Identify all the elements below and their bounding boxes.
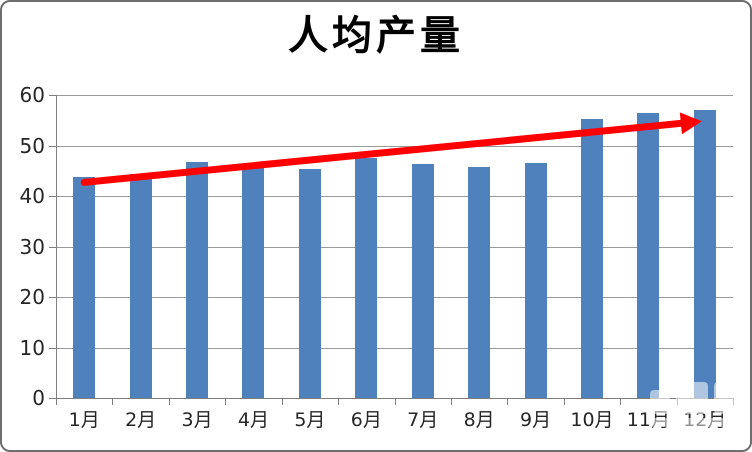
x-axis-tick (450, 398, 452, 405)
x-axis-label: 2月 (125, 409, 157, 431)
bar-6月 (355, 157, 378, 398)
gridline (56, 347, 733, 349)
y-axis-tick (49, 347, 56, 349)
y-axis-tick (49, 297, 56, 298)
y-axis-tick (49, 95, 56, 96)
x-axis-tick (394, 398, 396, 405)
x-axis-label: 4月 (237, 409, 269, 431)
x-axis-tick (507, 398, 509, 405)
bar-8月 (468, 167, 491, 398)
bar-12月 (693, 110, 716, 398)
x-axis-label: 6月 (350, 409, 382, 431)
x-axis-tick (168, 398, 170, 405)
bar-2月 (129, 174, 152, 398)
x-axis-tick (563, 398, 565, 405)
gridline (56, 95, 733, 96)
chart-title: 人均产量 (288, 13, 464, 59)
y-axis-tick (49, 145, 56, 147)
y-axis-tick (49, 246, 56, 248)
x-axis-tick (338, 398, 340, 405)
bar-9月 (524, 162, 547, 398)
x-axis-tick (112, 398, 114, 405)
y-axis-label: 30 (19, 234, 45, 259)
y-axis-label: 50 (19, 133, 45, 158)
x-axis-line (56, 398, 733, 399)
gridline (56, 196, 733, 197)
x-axis-label: 12月 (683, 409, 727, 431)
y-axis-label: 40 (19, 184, 45, 208)
y-axis-label: 20 (19, 285, 45, 309)
bar-11月 (637, 113, 660, 398)
bar-5月 (298, 169, 321, 398)
x-axis-tick (620, 398, 622, 405)
gridline (56, 297, 733, 298)
x-axis-tick (281, 398, 283, 405)
y-axis-label: 60 (19, 83, 45, 107)
x-axis-label: 10月 (570, 409, 614, 431)
bar-1月 (73, 176, 96, 398)
x-axis-label: 3月 (181, 409, 213, 431)
x-axis-tick (56, 398, 57, 405)
x-axis-label: 5月 (294, 409, 326, 431)
y-axis-label: 10 (19, 335, 45, 360)
x-axis-label: 9月 (519, 409, 552, 431)
y-axis-tick (49, 398, 56, 399)
bar-10月 (580, 119, 603, 398)
x-axis-tick (733, 398, 734, 405)
y-axis-label: 0 (32, 386, 45, 410)
x-axis-tick (225, 398, 227, 405)
x-axis-label: 1月 (68, 409, 100, 431)
x-axis-label: 11月 (626, 409, 670, 431)
x-axis-tick (676, 398, 678, 405)
y-axis-line (56, 95, 57, 399)
bar-4月 (242, 166, 265, 398)
x-axis-label: 7月 (407, 409, 439, 431)
x-axis-label: 8月 (463, 409, 495, 431)
gridline (56, 145, 733, 147)
bar-7月 (411, 164, 434, 398)
y-axis-tick (49, 196, 56, 197)
gridline (56, 246, 733, 248)
bar-3月 (186, 162, 209, 398)
